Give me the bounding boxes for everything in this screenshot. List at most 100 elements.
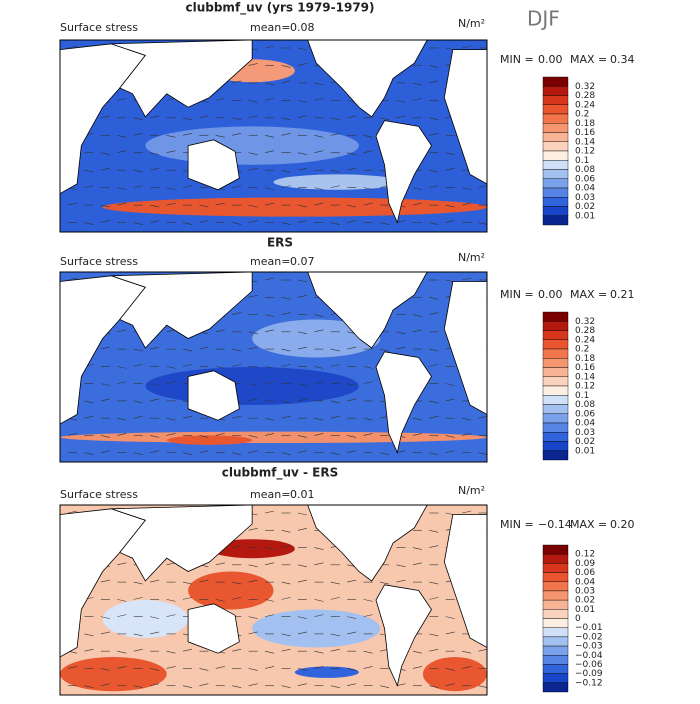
- colorbar-swatch: [542, 178, 569, 189]
- stress-arrow: [166, 650, 176, 654]
- stress-arrow: [281, 185, 291, 188]
- stress-arrow: [429, 80, 439, 84]
- stress-arrow: [412, 98, 422, 101]
- stress-arrow: [314, 417, 324, 421]
- stress-arrow: [429, 348, 439, 352]
- colorbar-label: 0.04: [575, 577, 595, 587]
- stress-arrow: [445, 383, 455, 386]
- stress-arrow: [232, 648, 242, 652]
- stress-arrow: [445, 435, 455, 438]
- stress-arrow: [330, 648, 340, 652]
- stress-arrow: [182, 364, 193, 367]
- stress-arrow: [330, 117, 340, 121]
- stress-arrow: [445, 167, 455, 171]
- stress-arrow: [117, 562, 127, 566]
- stress-arrow: [166, 433, 176, 436]
- stress-arrow: [379, 452, 390, 456]
- stress-arrow: [100, 450, 110, 454]
- stress-arrow: [297, 631, 307, 635]
- stress-arrow: [429, 132, 439, 136]
- stress-arrow: [314, 366, 324, 369]
- stress-arrow: [363, 650, 373, 654]
- stress-arrow: [379, 685, 390, 689]
- stress-arrow: [199, 450, 209, 454]
- stress-arrow: [265, 277, 275, 281]
- stress-arrow: [100, 204, 110, 208]
- stress-arrow: [232, 185, 242, 188]
- stress-arrow: [330, 452, 340, 456]
- stress-arrow: [248, 152, 258, 156]
- colorbar-swatch: [542, 572, 569, 582]
- stress-arrow: [281, 364, 291, 367]
- stress-arrow: [133, 685, 143, 689]
- stress-arrow: [117, 134, 127, 138]
- colorbar-swatch: [542, 311, 569, 322]
- stress-arrow: [100, 346, 110, 350]
- stress-arrow: [133, 185, 143, 188]
- stress-arrow: [314, 562, 324, 566]
- colorbar-label: −0.09: [575, 669, 603, 679]
- mean-label: mean=: [250, 488, 290, 501]
- stress-arrow: [215, 433, 225, 436]
- stress-arrow: [363, 150, 373, 154]
- units: N/m²: [458, 17, 485, 30]
- stress-arrow: [133, 581, 143, 585]
- stress-arrow: [347, 398, 357, 402]
- stress-arrow: [199, 204, 209, 208]
- colorbar-label: 0.12: [575, 382, 595, 392]
- stress-arrow: [281, 222, 291, 225]
- stress-arrow: [297, 398, 307, 402]
- stress-arrow: [297, 204, 307, 208]
- colorbar-swatch: [542, 664, 569, 674]
- stress-arrow: [117, 417, 127, 421]
- continent: [187, 139, 240, 191]
- stress-arrow: [117, 614, 127, 617]
- stress-arrow: [150, 167, 160, 171]
- colorbar-label: 0.08: [575, 165, 595, 175]
- min-value: 0.00: [538, 288, 563, 301]
- variable-label: Surface stress: [60, 255, 138, 268]
- colorbar-swatch: [542, 627, 569, 638]
- stress-arrow: [347, 668, 357, 671]
- colorbar-label: 0.14: [575, 372, 595, 382]
- stress-arrow: [379, 222, 390, 225]
- stress-arrow: [363, 599, 373, 602]
- stress-arrow: [133, 222, 143, 225]
- stress-arrow: [363, 202, 373, 206]
- colorbar-swatch: [542, 132, 569, 142]
- stress-arrow: [248, 616, 258, 619]
- stress-arrow: [429, 185, 439, 188]
- continent: [375, 120, 432, 224]
- colorbar-label: 0.28: [575, 91, 595, 101]
- stress-arrow: [478, 415, 488, 419]
- stress-arrow: [297, 47, 307, 51]
- stress-arrow: [265, 150, 275, 154]
- stress-arrow: [100, 167, 110, 171]
- stress-arrow: [429, 222, 439, 225]
- colorbar-label: −0.04: [575, 651, 603, 661]
- colorbar-label: 0.02: [575, 596, 595, 606]
- stress-arrow: [232, 117, 242, 121]
- stress-arrow: [215, 599, 225, 602]
- stress-arrow: [330, 597, 340, 600]
- panel-title: clubbmf_uv - ERS: [222, 466, 338, 481]
- stress-arrow: [281, 80, 291, 84]
- stress-arrow: [363, 614, 373, 617]
- stress-arrow: [100, 115, 110, 119]
- stress-arrow: [248, 668, 258, 671]
- stress-arrow: [363, 134, 373, 138]
- stress-arrow: [347, 383, 357, 386]
- stress-arrow: [445, 683, 455, 687]
- colorbar-swatch: [542, 113, 569, 124]
- stress-arrow: [182, 581, 193, 585]
- colorbar-swatch: [542, 404, 569, 414]
- stress-arrow: [347, 115, 357, 119]
- stress-arrow: [412, 562, 422, 566]
- stress-arrow: [281, 132, 291, 136]
- stress-arrow: [182, 415, 193, 419]
- stress-arrow: [314, 329, 324, 333]
- stress-arrow: [429, 169, 439, 173]
- min-label: MIN =: [500, 53, 534, 66]
- stress-arrow: [117, 599, 127, 602]
- colorbar-swatch: [542, 636, 569, 647]
